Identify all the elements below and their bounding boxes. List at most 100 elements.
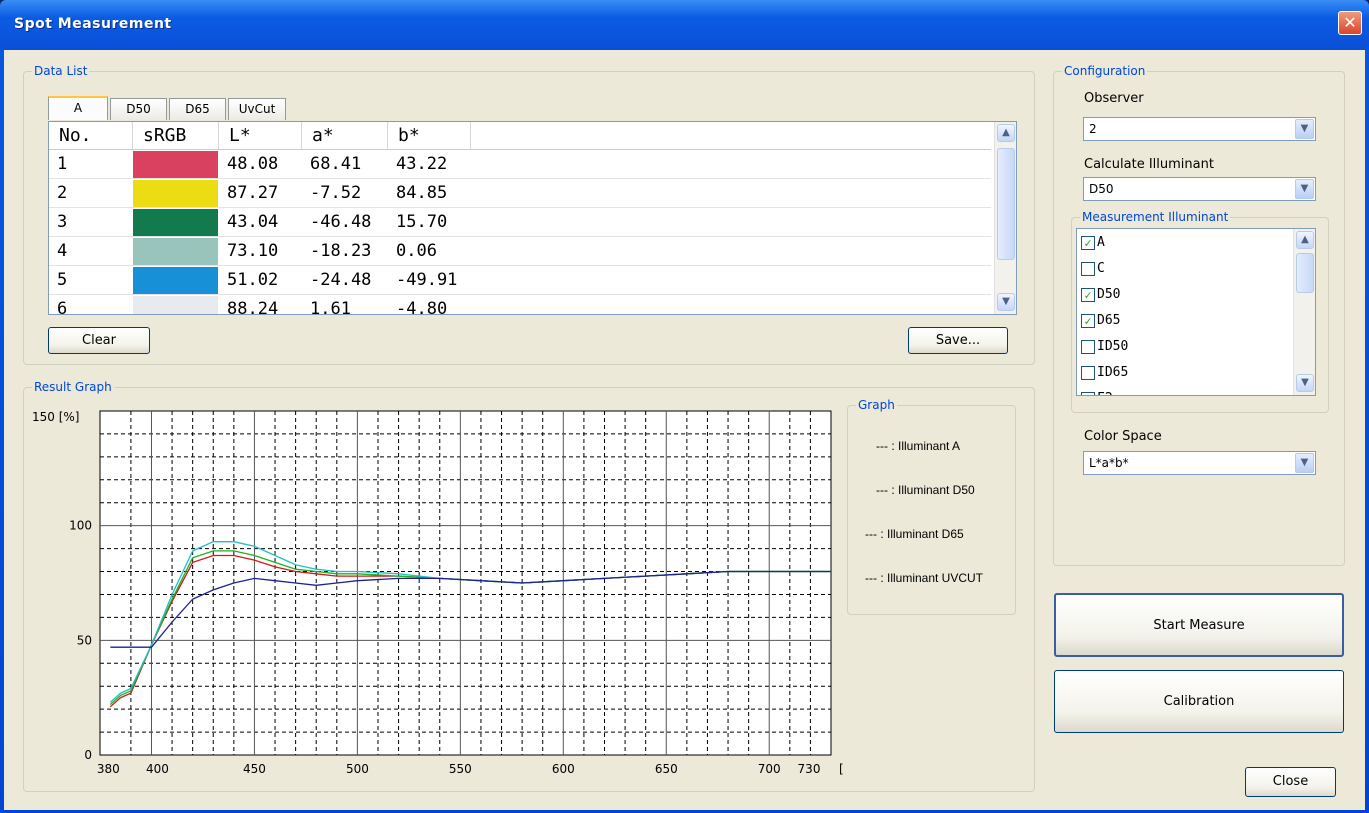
measurement-illuminant-list[interactable]: ✓AC✓D50✓D65ID50ID65F2 ▲ ▼ [1076, 228, 1316, 396]
column-header-srgb[interactable]: sRGB [133, 122, 219, 149]
legend-illuminant-d65: --- : Illuminant D65 [865, 527, 964, 541]
x-tick-label: 400 [146, 762, 169, 776]
illuminant-checkbox-label: D50 [1097, 287, 1121, 302]
calculate-illuminant-select[interactable]: D50 ▼ [1083, 177, 1316, 201]
a-value-cell: -46.48 [310, 212, 372, 232]
chart-series [109, 541, 831, 708]
b-value-cell: 43.22 [396, 154, 448, 174]
table-row[interactable]: 5 51.02 -24.48 -49.91 [49, 266, 991, 295]
illuminant-checkbox-label: C [1097, 261, 1105, 276]
title-bar[interactable]: Spot Measurement ✕ [0, 0, 1369, 50]
y-unit-label: 150 [%] [32, 410, 79, 424]
tab-a[interactable]: A [48, 96, 108, 120]
column-header-l[interactable]: L* [219, 122, 302, 149]
illuminant-list-scrollbar[interactable]: ▲ ▼ [1293, 229, 1315, 395]
measurement-table[interactable]: No. sRGB L* a* b* 1 48.08 68.41 43.22 2 87.27… [48, 121, 1017, 315]
checkbox-empty[interactable] [1081, 392, 1095, 395]
configuration-label: Configuration [1062, 64, 1148, 78]
data-list-group: Data List [23, 64, 1035, 365]
calculate-illuminant-value: D50 [1089, 182, 1114, 196]
tab-uvcut[interactable]: UvCut [228, 98, 286, 120]
table-header: No. sRGB L* a* b* [49, 122, 991, 150]
a-value-cell: 1.61 [310, 299, 351, 315]
result-graph-label: Result Graph [32, 380, 114, 394]
calibration-button[interactable]: Calibration [1054, 670, 1344, 733]
tab-d50[interactable]: D50 [110, 98, 167, 120]
checkbox-empty[interactable] [1081, 340, 1095, 354]
srgb-swatch [133, 180, 218, 207]
row-number-cell: 2 [57, 183, 68, 203]
legend-illuminant-a: --- : Illuminant A [876, 439, 961, 453]
l-value-cell: 87.27 [227, 183, 279, 203]
table-row[interactable]: 2 87.27 -7.52 84.85 [49, 179, 991, 208]
illuminant-checkbox-label: A [1097, 235, 1105, 250]
color-space-value: L*a*b* [1089, 456, 1129, 470]
scroll-thumb[interactable] [1296, 253, 1314, 293]
tab-d50-label: D50 [126, 102, 151, 116]
observer-select[interactable]: 2 ▼ [1083, 117, 1316, 141]
l-value-cell: 48.08 [227, 154, 279, 174]
measurement-illuminant-group: Measurement Illuminant [1071, 210, 1329, 413]
b-value-cell: -4.80 [396, 299, 448, 315]
series-line-illuminant-uvcut [110, 570, 831, 648]
checkbox-empty[interactable] [1081, 262, 1095, 276]
column-header-a[interactable]: a* [302, 122, 388, 149]
clear-button[interactable]: Clear [48, 327, 150, 354]
close-window-icon[interactable]: ✕ [1338, 11, 1362, 35]
table-row[interactable]: 1 48.08 68.41 43.22 [49, 150, 991, 179]
table-scrollbar[interactable]: ▲ ▼ [994, 122, 1016, 314]
scroll-thumb[interactable] [997, 148, 1015, 260]
legend-illuminant-uvcut: --- : Illuminant UVCUT [865, 571, 984, 585]
checkbox-empty[interactable] [1081, 366, 1095, 380]
measurement-illuminant-label: Measurement Illuminant [1080, 210, 1231, 224]
scroll-down-icon[interactable]: ▼ [1296, 374, 1314, 392]
b-value-cell: 84.85 [396, 183, 448, 203]
observer-value: 2 [1089, 122, 1097, 136]
legend-illuminant-d50: --- : Illuminant D50 [876, 483, 975, 497]
checkmark-icon[interactable]: ✓ [1081, 236, 1095, 250]
result-graph-group: Result Graph [23, 380, 1035, 792]
chevron-down-icon[interactable]: ▼ [1295, 119, 1314, 139]
y-tick-label: 0 [84, 748, 92, 762]
srgb-swatch [133, 151, 218, 178]
graph-legend-group: Graph [847, 398, 1016, 615]
scroll-up-icon[interactable]: ▲ [997, 124, 1015, 142]
column-header-no[interactable]: No. [49, 122, 133, 149]
scroll-down-icon[interactable]: ▼ [997, 293, 1015, 311]
x-tick-label: 380 [97, 762, 120, 776]
scroll-up-icon[interactable]: ▲ [1296, 231, 1314, 249]
illuminant-checkbox-label: ID50 [1097, 339, 1129, 354]
table-row[interactable]: 4 73.10 -18.23 0.06 [49, 237, 991, 266]
x-tick-label: 730 [798, 762, 821, 776]
x-tick-label: 700 [758, 762, 781, 776]
checkmark-icon[interactable]: ✓ [1081, 288, 1095, 302]
tab-d65[interactable]: D65 [169, 98, 226, 120]
start-measure-button[interactable]: Start Measure [1054, 593, 1344, 657]
column-header-b[interactable]: b* [388, 122, 471, 149]
illuminant-checkbox-label: F2 [1097, 391, 1113, 395]
close-button[interactable]: Close [1245, 767, 1336, 797]
color-space-select[interactable]: L*a*b* ▼ [1083, 451, 1316, 475]
row-number-cell: 1 [57, 154, 68, 174]
data-list-label: Data List [32, 64, 90, 78]
calculate-illuminant-label: Calculate Illuminant [1084, 157, 1214, 172]
save-button[interactable]: Save... [908, 327, 1008, 354]
graph-legend-label: Graph [856, 398, 897, 412]
chevron-down-icon[interactable]: ▼ [1295, 453, 1314, 473]
srgb-swatch [133, 296, 218, 314]
checkmark-icon[interactable]: ✓ [1081, 314, 1095, 328]
table-row[interactable]: 6 88.24 1.61 -4.80 [49, 295, 991, 315]
tab-uvcut-label: UvCut [238, 102, 276, 116]
a-value-cell: 68.41 [310, 154, 362, 174]
l-value-cell: 88.24 [227, 299, 279, 315]
x-tick-label: 600 [552, 762, 575, 776]
b-value-cell: -49.91 [396, 270, 458, 290]
y-tick-label: 100 [69, 519, 92, 533]
color-space-label: Color Space [1084, 429, 1162, 444]
chevron-down-icon[interactable]: ▼ [1295, 179, 1314, 199]
table-row[interactable]: 3 43.04 -46.48 15.70 [49, 208, 991, 237]
l-value-cell: 51.02 [227, 270, 279, 290]
row-number-cell: 3 [57, 212, 68, 232]
x-tick-label: 450 [243, 762, 266, 776]
